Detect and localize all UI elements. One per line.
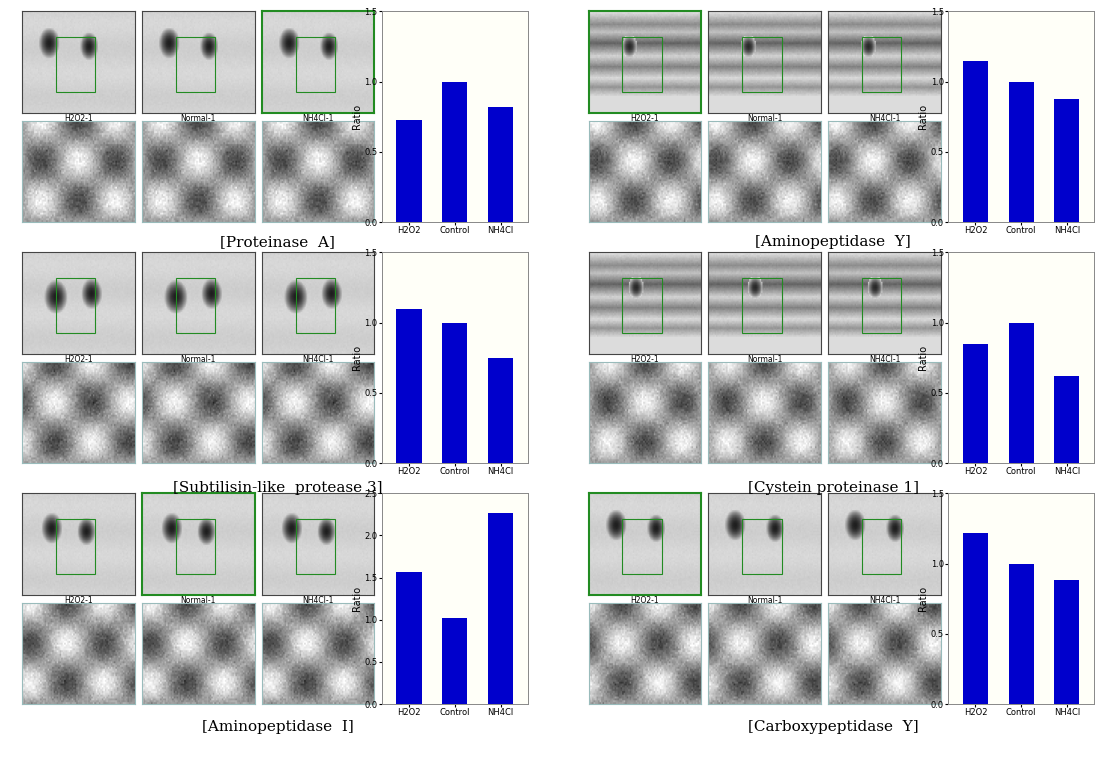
Bar <box>397 309 422 463</box>
X-axis label: Normal-1: Normal-1 <box>747 114 782 123</box>
X-axis label: H2O2-1: H2O2-1 <box>64 355 93 364</box>
X-axis label: NH4Cl-1: NH4Cl-1 <box>869 355 900 364</box>
X-axis label: H2O2-1: H2O2-1 <box>631 355 659 364</box>
X-axis label: NH4Cl-1: NH4Cl-1 <box>869 596 900 605</box>
X-axis label: NH4Cl-1: NH4Cl-1 <box>869 114 900 123</box>
Bar <box>963 344 988 463</box>
Bar <box>488 512 513 704</box>
Y-axis label: Ratio: Ratio <box>918 345 928 370</box>
Text: [Carboxypeptidase  Y]: [Carboxypeptidase Y] <box>748 720 919 734</box>
Bar <box>1054 98 1080 223</box>
Bar <box>442 618 468 704</box>
Bar <box>442 82 468 223</box>
Bar <box>442 322 468 463</box>
Y-axis label: Ratio: Ratio <box>918 586 928 612</box>
X-axis label: NH4Cl-1: NH4Cl-1 <box>302 596 333 605</box>
X-axis label: NH4Cl-1: NH4Cl-1 <box>302 355 333 364</box>
X-axis label: H2O2-1: H2O2-1 <box>631 596 659 605</box>
Bar <box>1009 82 1033 223</box>
Y-axis label: Ratio: Ratio <box>351 586 361 612</box>
Bar <box>963 61 988 223</box>
Bar <box>397 572 422 704</box>
Bar <box>488 358 513 463</box>
Bar <box>1054 581 1080 704</box>
Bar <box>1054 376 1080 463</box>
X-axis label: Normal-1: Normal-1 <box>181 355 216 364</box>
X-axis label: H2O2-1: H2O2-1 <box>64 114 93 123</box>
Y-axis label: Ratio: Ratio <box>351 345 361 370</box>
X-axis label: NH4Cl-1: NH4Cl-1 <box>302 114 333 123</box>
X-axis label: Normal-1: Normal-1 <box>181 596 216 605</box>
Bar <box>1009 564 1033 704</box>
Bar <box>488 107 513 223</box>
Y-axis label: Ratio: Ratio <box>351 104 361 129</box>
X-axis label: Normal-1: Normal-1 <box>747 596 782 605</box>
X-axis label: Normal-1: Normal-1 <box>747 355 782 364</box>
X-axis label: H2O2-1: H2O2-1 <box>631 114 659 123</box>
Bar <box>1009 322 1033 463</box>
Text: [Cystein proteinase 1]: [Cystein proteinase 1] <box>748 481 919 495</box>
X-axis label: H2O2-1: H2O2-1 <box>64 596 93 605</box>
Text: [Aminopeptidase  Y]: [Aminopeptidase Y] <box>755 235 911 249</box>
Text: [Aminopeptidase  I]: [Aminopeptidase I] <box>202 720 353 734</box>
Bar <box>963 533 988 704</box>
X-axis label: Normal-1: Normal-1 <box>181 114 216 123</box>
Text: [Subtilisin-like  protease 3]: [Subtilisin-like protease 3] <box>173 481 382 495</box>
Y-axis label: Ratio: Ratio <box>918 104 928 129</box>
Bar <box>397 120 422 223</box>
Text: [Proteinase  A]: [Proteinase A] <box>220 235 336 249</box>
